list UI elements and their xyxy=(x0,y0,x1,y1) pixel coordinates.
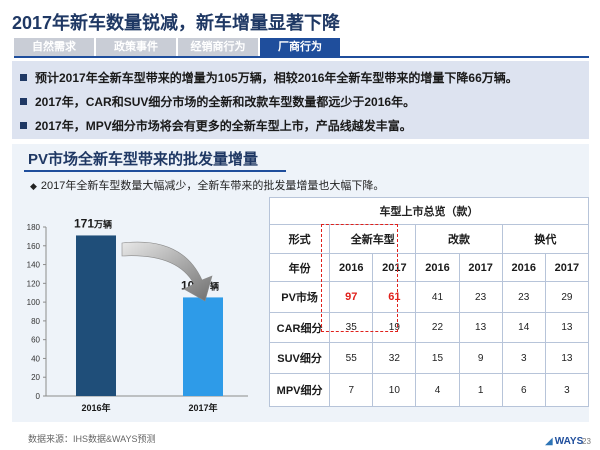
model-launch-table: 车型上市总览（款） 形式 全新车型 改款 换代 年份 2016 2017 201… xyxy=(268,197,590,407)
table-cell: 9 xyxy=(458,342,503,374)
panel-title: PV市场全新车型带来的批发量增量 xyxy=(28,151,259,168)
panel-title-underline xyxy=(24,170,286,172)
y-tick-label: 100 xyxy=(27,298,41,307)
page-title: 2017年新车数量锐减，新车增量显著下降 xyxy=(12,13,341,33)
square-bullet-icon xyxy=(20,98,27,105)
table-cell: 23 xyxy=(458,281,503,313)
table-header-cell: 2017 xyxy=(544,253,590,282)
y-tick-label: 40 xyxy=(31,354,40,363)
square-bullet-icon xyxy=(20,74,27,81)
ways-logo-icon: ◢ xyxy=(545,436,553,447)
table-cell: 13 xyxy=(458,312,503,343)
tab-dealer-behavior[interactable]: 经销商行为 xyxy=(178,38,258,56)
summary-bullet: 预计2017年全新车型带来的增量为105万辆，相较2016年全新车型带来的增量下… xyxy=(20,69,518,86)
y-tick-label: 0 xyxy=(36,392,41,401)
summary-text: 预计2017年全新车型带来的增量为105万辆，相较2016年全新车型带来的增量下… xyxy=(35,71,518,85)
table-cell: 41 xyxy=(415,281,460,313)
bar-chart: 020406080100120140160180171万辆2016年105万辆2… xyxy=(27,216,248,413)
highlight-dashed-box xyxy=(321,224,398,332)
decrease-arrow-icon xyxy=(121,241,213,302)
y-tick-label: 80 xyxy=(31,317,40,326)
table-cell: 19 xyxy=(372,312,417,343)
y-tick-label: 160 xyxy=(27,242,41,251)
row-label: MPV细分 xyxy=(268,373,331,407)
summary-text: 2017年，CAR和SUV细分市场的全新和改款车型数量都远少于2016年。 xyxy=(35,95,416,109)
bar xyxy=(76,235,116,396)
table-cell: 22 xyxy=(415,312,460,343)
table-cell: 32 xyxy=(372,342,417,374)
bar xyxy=(183,297,223,396)
y-tick-label: 20 xyxy=(31,373,40,382)
panel-note-text: 2017年全新车型数量大幅减少，全新车带来的批发量增量也大幅下降。 xyxy=(40,180,385,192)
panel-note: ◆ 2017年全新车型数量大幅减少，全新车带来的批发量增量也大幅下降。 xyxy=(30,177,384,193)
table-row: SUV细分 55 32 15 9 3 13 xyxy=(268,342,590,374)
table-cell: 4 xyxy=(415,373,460,407)
table-row: CAR细分 35 19 22 13 14 13 xyxy=(268,312,590,343)
table-row: PV市场 97 61 41 23 23 29 xyxy=(268,281,590,313)
summary-bullet: 2017年，CAR和SUV细分市场的全新和改款车型数量都远少于2016年。 xyxy=(20,93,415,110)
table-cell: 1 xyxy=(458,373,503,407)
row-label: SUV细分 xyxy=(268,342,331,374)
table-cell: 13 xyxy=(544,342,590,374)
table-cell: 15 xyxy=(415,342,460,374)
data-label: 171万辆 xyxy=(74,216,112,230)
table-header-cell: 2016 xyxy=(501,253,546,282)
x-tick-label: 2016年 xyxy=(81,402,110,413)
table-header-cell: 2016 xyxy=(329,253,374,282)
tab-policy-events[interactable]: 政策事件 xyxy=(96,38,176,56)
table-header-cell: 2017 xyxy=(458,253,503,282)
table-row: MPV细分 7 10 4 1 6 3 xyxy=(268,373,590,407)
table-cell: 29 xyxy=(544,281,590,313)
table-header-cell: 改款 xyxy=(415,224,503,254)
summary-bullet: 2017年，MPV细分市场将会有更多的全新车型上市，产品线越发丰富。 xyxy=(20,117,412,134)
table-cell: 3 xyxy=(544,373,590,407)
y-tick-label: 120 xyxy=(27,279,41,288)
ways-logo: ◢ WAYS xyxy=(545,436,583,447)
x-tick-label: 2017年 xyxy=(188,402,217,413)
source-note: 数据来源：IHS数据&WAYS预测 xyxy=(28,434,156,444)
diamond-bullet-icon: ◆ xyxy=(30,181,37,191)
table-header-cell: 换代 xyxy=(501,224,590,254)
tab-manufacturer-behavior[interactable]: 厂商行为 xyxy=(260,38,340,56)
y-tick-label: 180 xyxy=(27,223,41,232)
summary-box: 预计2017年全新车型带来的增量为105万辆，相较2016年全新车型带来的增量下… xyxy=(12,61,589,139)
table-header-cell: 2016 xyxy=(415,253,460,282)
table-cell: 6 xyxy=(501,373,546,407)
table-cell: 23 xyxy=(501,281,546,313)
y-tick-label: 60 xyxy=(31,336,40,345)
table-cell: 35 xyxy=(329,312,374,343)
square-bullet-icon xyxy=(20,122,27,129)
table-cell: 3 xyxy=(501,342,546,374)
summary-text: 2017年，MPV细分市场将会有更多的全新车型上市，产品线越发丰富。 xyxy=(35,119,412,133)
tab-natural-demand[interactable]: 自然需求 xyxy=(14,38,94,56)
table-header-cell: 全新车型 xyxy=(329,224,417,254)
logo-text: WAYS xyxy=(554,436,584,447)
row-label: CAR细分 xyxy=(268,312,331,343)
table-cell: 7 xyxy=(329,373,374,407)
table-cell: 14 xyxy=(501,312,546,343)
page-number: 23 xyxy=(582,437,591,446)
tab-underline xyxy=(14,56,589,58)
table-cell: 10 xyxy=(372,373,417,407)
table-cell: 55 xyxy=(329,342,374,374)
y-tick-label: 140 xyxy=(27,261,41,270)
tab-bar: 自然需求 政策事件 经销商行为 厂商行为 xyxy=(14,38,340,56)
table-cell: 13 xyxy=(544,312,590,343)
table-caption: 车型上市总览（款） xyxy=(269,197,589,225)
table-header-cell: 年份 xyxy=(268,253,331,282)
table-header-cell: 2017 xyxy=(372,253,417,282)
